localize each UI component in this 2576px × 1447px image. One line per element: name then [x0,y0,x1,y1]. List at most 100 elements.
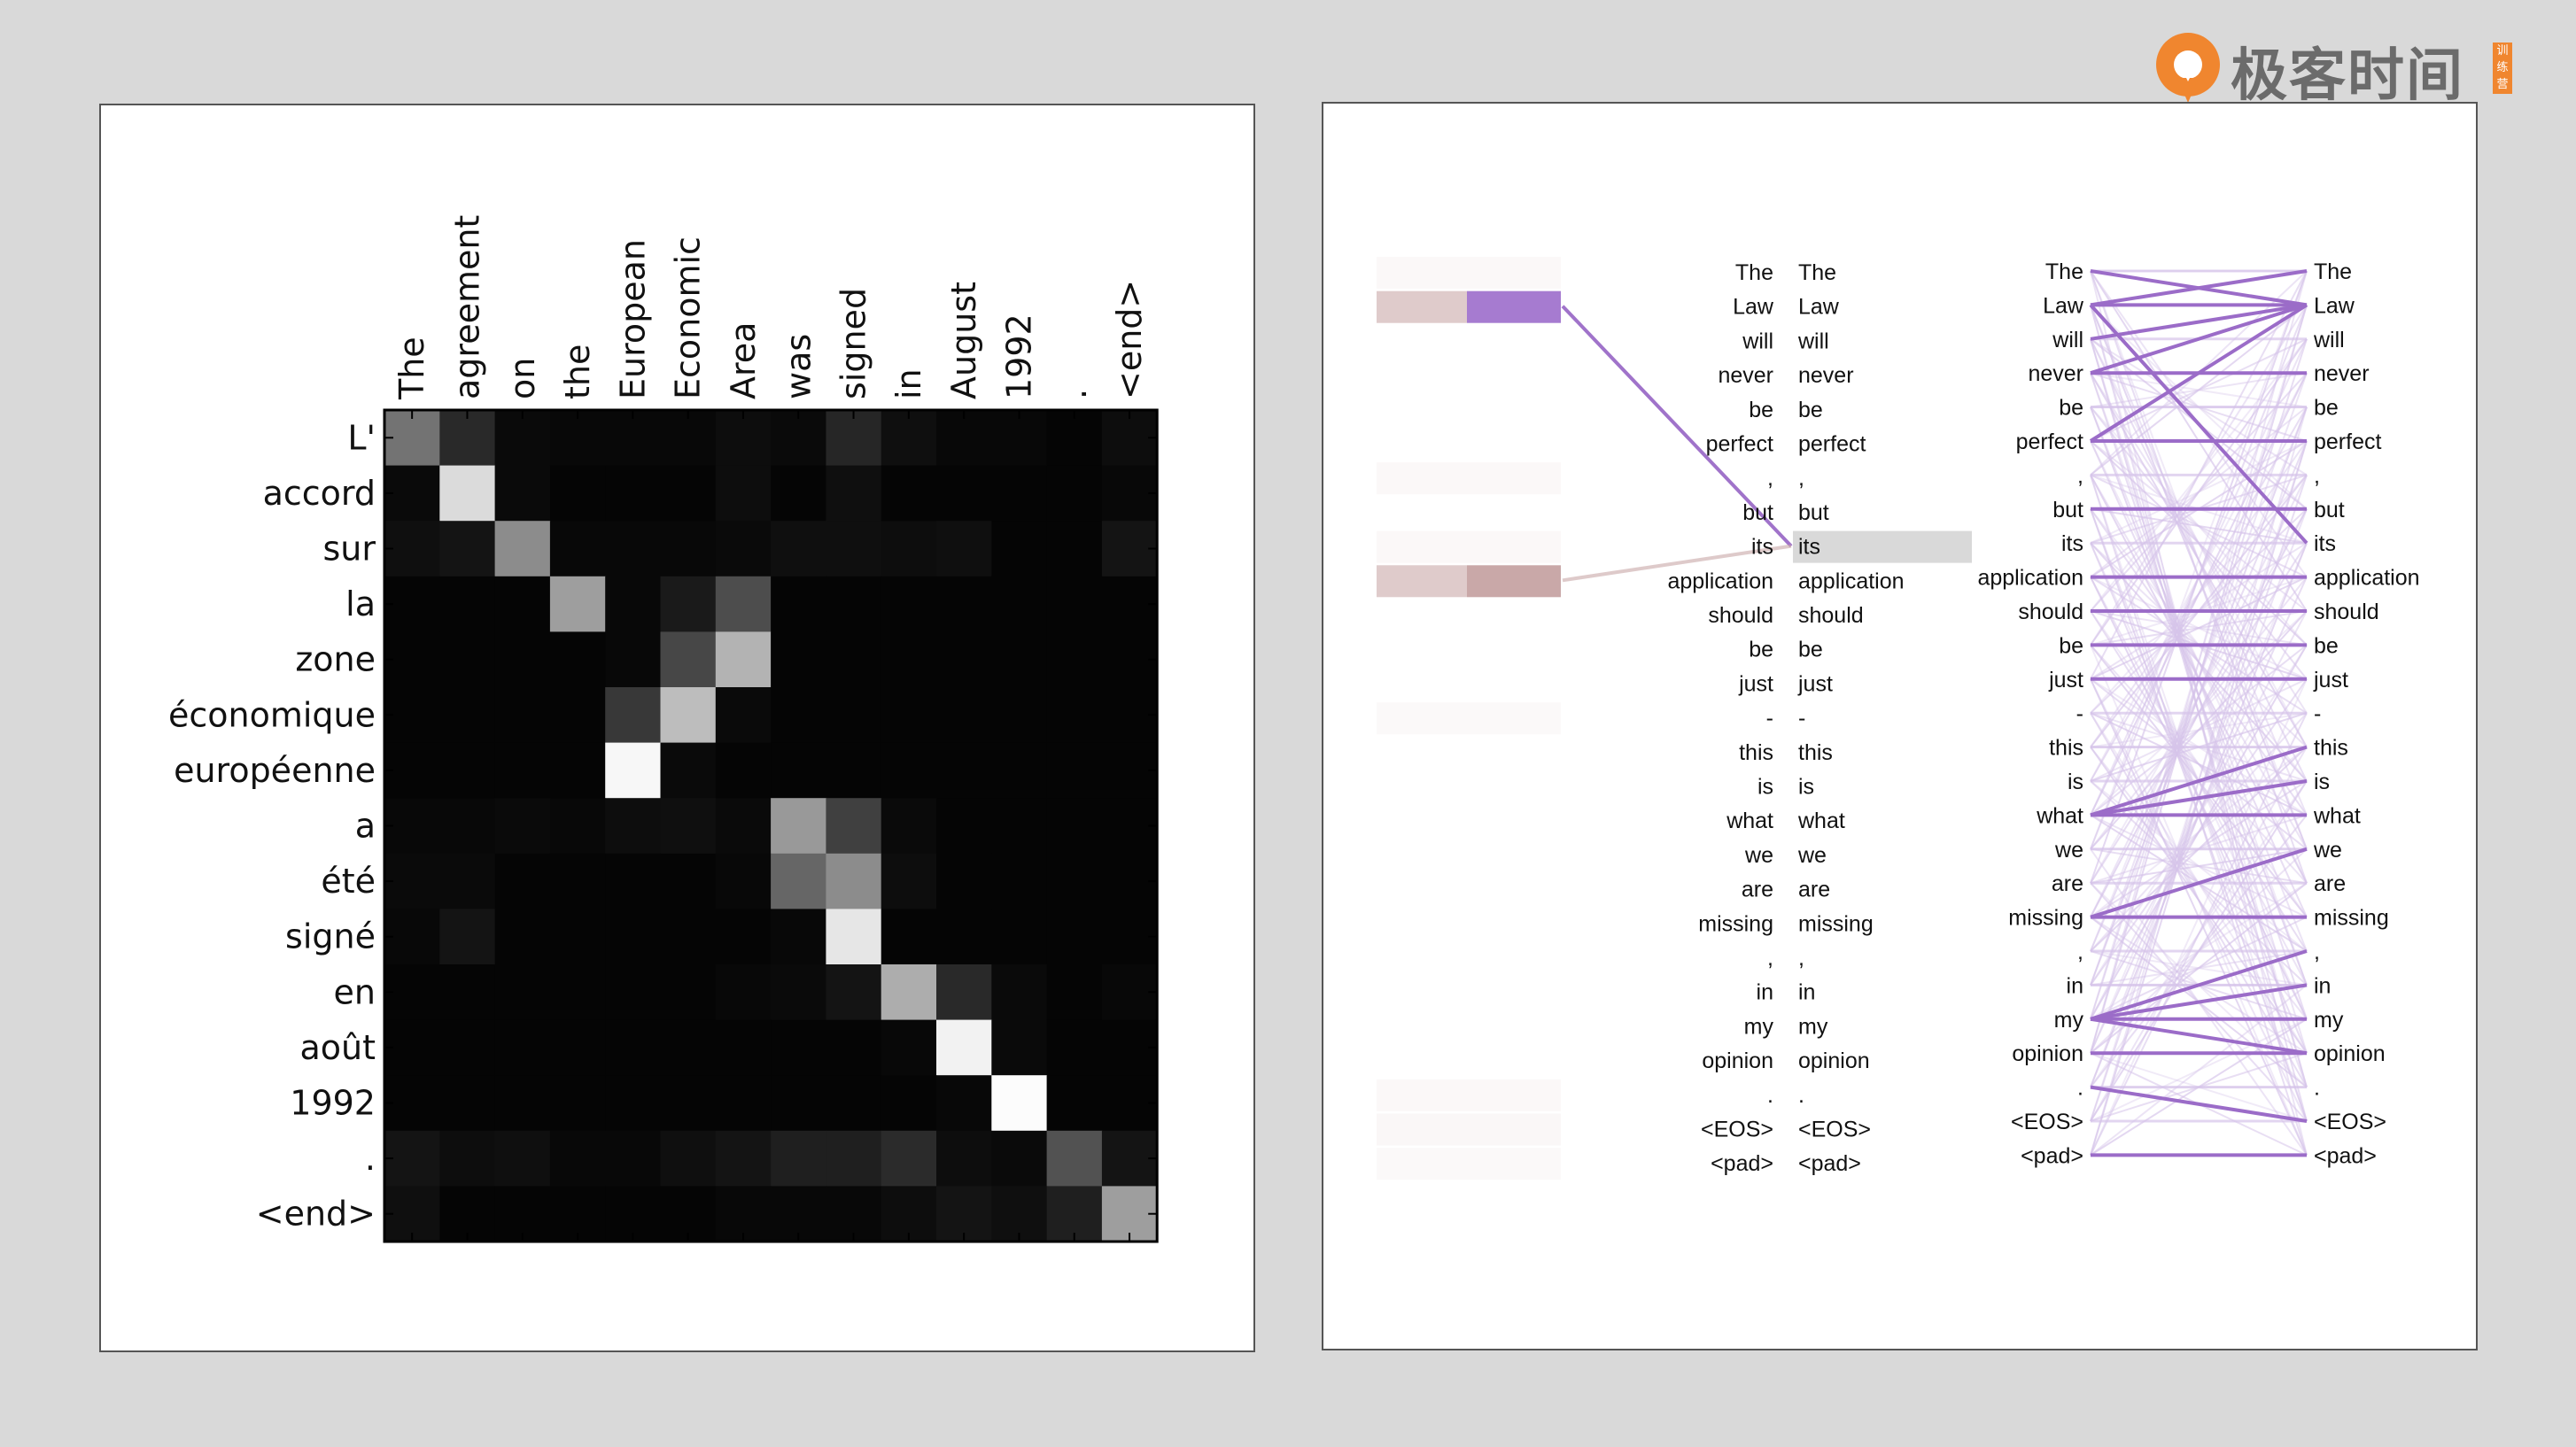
heatmap-cell [494,853,551,909]
token-col3: application [1977,566,2083,591]
heatmap-cell [549,909,606,965]
heatmap-cell [771,410,826,467]
token-col3: , [2077,940,2083,964]
heatmap-cell [991,631,1048,688]
heatmap-cell [494,521,551,577]
heatmap-cell [936,1186,992,1242]
heatmap-cell [936,742,992,799]
heatmap-cell [605,687,661,744]
token-col1: perfect [1706,432,1773,457]
heatmap-cell [991,576,1048,632]
heatmap-cell [715,853,772,909]
token-col3: <EOS> [2011,1110,2083,1134]
token-col2: its [1798,535,1820,560]
token-col1: - [1766,706,1773,731]
heatmap-cell [715,465,772,522]
token-col4: never [2314,361,2370,386]
token-col1: should [1708,603,1773,628]
heatmap-cell [549,465,606,522]
token-col1: Law [1733,295,1774,320]
heatmap-cell [1046,410,1103,467]
token-col1: , [1767,946,1773,971]
faint-link [2090,984,2308,1157]
heatmap-cell [660,1075,717,1132]
value-bar [1377,257,1467,289]
row-label: <end> [256,1195,376,1234]
heatmap-cell [881,631,937,688]
heatmap-cell [494,1075,551,1132]
column-label: August [944,282,983,399]
token-col3: in [2067,973,2083,998]
token-col1: will [1742,329,1773,353]
token-col2: will [1797,329,1829,353]
heatmap-cell [991,742,1048,799]
token-col1: <pad> [1711,1151,1773,1176]
row-label: 1992 [290,1084,376,1123]
heatmap-cell [881,1186,937,1242]
faint-link [2090,372,2308,816]
strong-link [2090,745,2308,817]
column-label: in [889,368,928,399]
heatmap-cell [384,742,440,799]
token-col4: just [2313,668,2348,693]
heatmap-cell [715,1186,772,1242]
query-link [1561,305,1793,547]
heatmap-cell [991,798,1048,855]
heatmap-cell [881,798,937,855]
heatmap-cell [881,576,937,632]
heatmap-cell [881,964,937,1021]
heatmap-cell [660,1130,717,1187]
heatmap-cell [771,909,826,965]
token-col1: is [1757,775,1773,800]
heatmap-cell [771,631,826,688]
heatmap-cell [605,1186,661,1242]
token-col4: be [2314,633,2339,658]
heatmap-cell [660,798,717,855]
heatmap-cell [936,521,992,577]
heatmap-cell [605,964,661,1021]
column-label: on [503,358,542,399]
token-col2: be [1798,398,1823,422]
token-col4: its [2314,531,2336,556]
heatmap-cell [384,465,440,522]
heatmap-cell [1046,853,1103,909]
heatmap-cell [439,521,496,577]
heatmap-cell [991,964,1048,1021]
heatmap-cell [771,1130,826,1187]
heatmap-cell [660,631,717,688]
token-col2: but [1798,500,1829,525]
heatmap-cell [660,1019,717,1076]
token-col1: we [1744,843,1773,868]
heatmap-cell [494,1019,551,1076]
heatmap-cell [549,631,606,688]
column-label: Economic [669,236,708,399]
heatmap-cell [715,798,772,855]
token-col4: missing [2314,906,2389,931]
token-col4: perfect [2314,429,2381,454]
token-col3: its [2061,531,2083,556]
heatmap-cell [991,1186,1048,1242]
heatmap-cell [715,1019,772,1076]
heatmap-cell [826,1130,882,1187]
token-col3: my [2054,1008,2084,1033]
heatmap-cell [605,1130,661,1187]
attention-matrix: The agreement on the European Economic Area was… [168,215,1159,1243]
heatmap-cell [771,964,826,1021]
token-col3: we [2054,838,2083,863]
heatmap-cell [1046,465,1103,522]
heatmap-cell [384,576,440,632]
row-label: . [365,1139,376,1178]
value-bar [1377,1113,1467,1146]
token-col3: , [2077,463,2083,488]
brand-tag: 训练营 [2493,43,2512,94]
token-col3: just [2048,668,2083,693]
token-col2: perfect [1798,432,1866,457]
heatmap-cell [384,1019,440,1076]
column-label: The [392,337,431,400]
token-col3: is [2068,770,2083,794]
key-bar [1467,1148,1561,1180]
faint-link [2090,270,2308,850]
token-attention-panel: The Law will never be perfect, but its applicati… [1322,102,2478,1350]
heatmap-cell [771,521,826,577]
value-bar [1377,702,1467,735]
